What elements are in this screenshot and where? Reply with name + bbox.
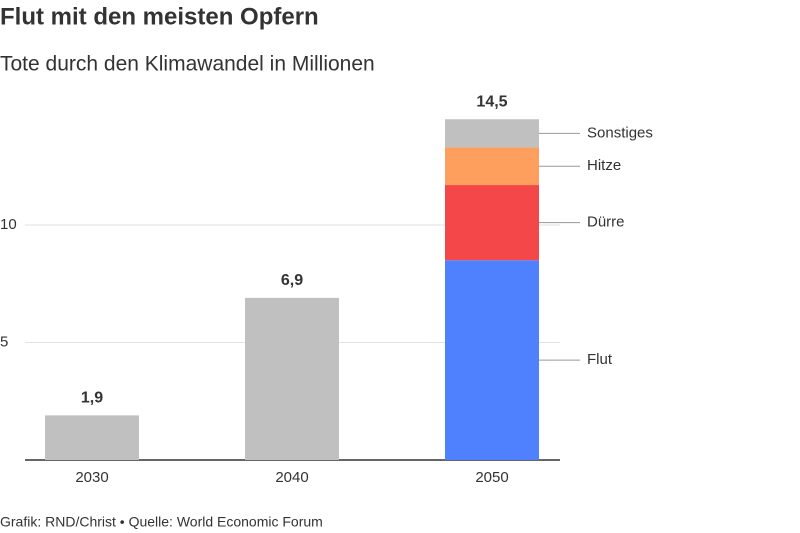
bar-segment xyxy=(445,119,539,148)
bar-segment xyxy=(245,297,339,460)
legend-label: Dürre xyxy=(587,214,625,231)
bar-segment xyxy=(445,260,539,460)
y-tick-label: 10 xyxy=(0,216,17,233)
x-tick-label: 2040 xyxy=(275,469,308,486)
source-note: Grafik: RND/Christ • Quelle: World Econo… xyxy=(0,514,323,530)
x-tick-label: 2050 xyxy=(475,469,508,486)
chart-title: Flut mit den meisten Opfern xyxy=(0,3,319,30)
total-label: 1,9 xyxy=(81,390,103,407)
y-tick-label: 5 xyxy=(0,333,8,350)
legend-label: Hitze xyxy=(587,157,621,174)
total-label: 6,9 xyxy=(281,272,303,289)
total-label: 14,5 xyxy=(476,93,507,110)
x-tick-label: 2030 xyxy=(75,469,108,486)
bar-segment xyxy=(445,185,539,261)
bar-segment xyxy=(45,415,139,460)
legend-label: Flut xyxy=(587,351,613,368)
bar-segment xyxy=(445,147,539,186)
chart-subtitle: Tote durch den Klimawandel in Millionen xyxy=(0,53,375,76)
legend-label: Sonstiges xyxy=(587,124,653,141)
